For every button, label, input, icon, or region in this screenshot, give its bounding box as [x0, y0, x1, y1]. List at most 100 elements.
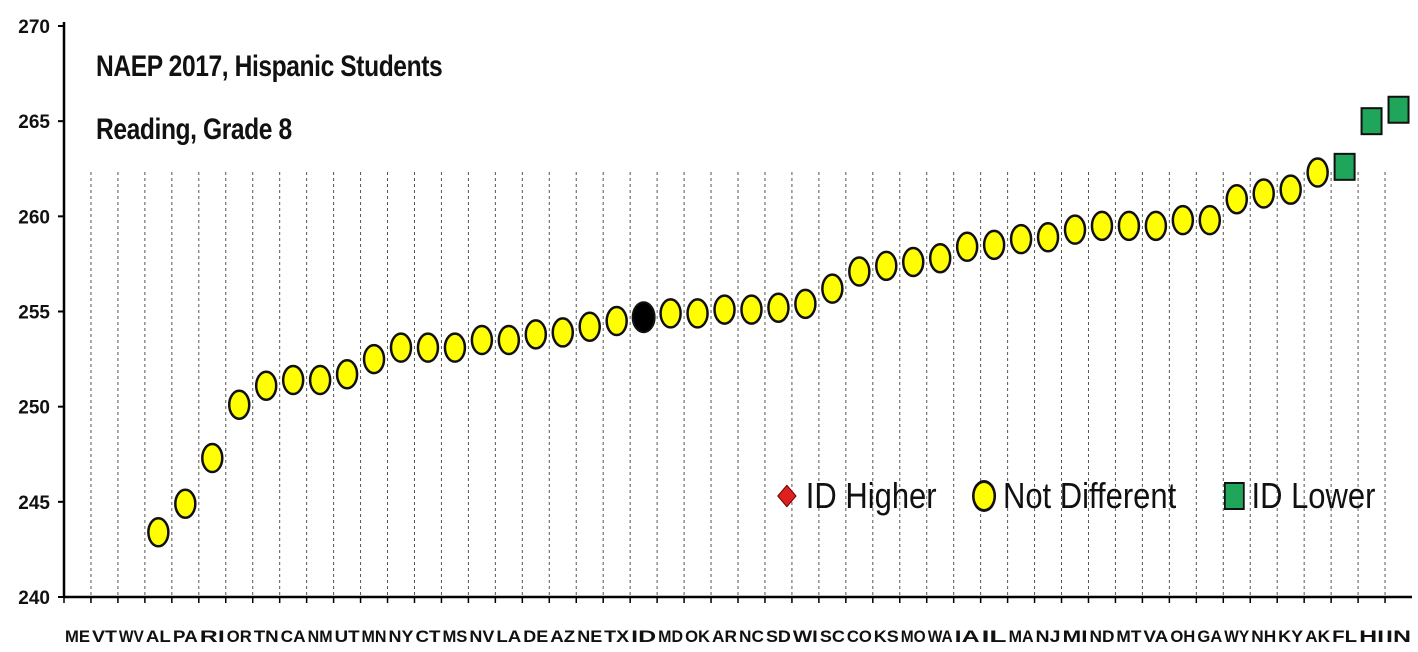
legend-item-id-lower: ID Lower [1224, 472, 1375, 520]
point-ks [875, 250, 898, 282]
axes [58, 22, 1412, 603]
point-pa [174, 488, 197, 519]
point-md [659, 298, 682, 329]
point-ri [201, 442, 224, 474]
x-tick-label: IL [982, 627, 1007, 646]
legend-label: ID Lower [1251, 475, 1376, 516]
x-tick-label: AZ [550, 627, 575, 646]
point-ct [416, 332, 440, 363]
x-tick-label: MI [1063, 627, 1088, 646]
x-tick-label: WI [793, 627, 818, 646]
x-tick-label: MS [442, 627, 467, 646]
x-tick-label: WA [928, 627, 953, 646]
point-wy [1225, 183, 1249, 215]
point-nc [740, 294, 763, 325]
point-co [848, 256, 871, 287]
point-oh [1171, 204, 1195, 236]
point-mo [901, 246, 925, 278]
y-tick-label: 240 [18, 588, 50, 609]
point-in [1387, 95, 1410, 124]
x-tick-label: PA [173, 627, 198, 646]
x-tick-label: MD [658, 627, 683, 646]
y-tick-label: 245 [18, 493, 50, 514]
point-al [147, 517, 170, 548]
x-tick-label: UT [335, 627, 361, 646]
x-tick-label: GA [1197, 627, 1222, 646]
point-il [982, 229, 1006, 261]
point-id [631, 301, 656, 334]
legend-label: ID Higher [805, 475, 937, 516]
x-tick-label: RI [200, 627, 225, 646]
point-de [524, 319, 548, 350]
x-tick-label: FL [1332, 627, 1357, 646]
x-tick-label: CT [415, 627, 441, 646]
x-tick-label: OR [227, 627, 252, 646]
x-tick-label: ME [65, 627, 90, 646]
x-tick-label: IA [955, 627, 980, 646]
point-ia [955, 231, 979, 263]
y-tick-label: 265 [18, 112, 50, 133]
y-tick-label: 270 [18, 17, 50, 38]
x-tick-labels: ME VT WV AL PA RI OR TN CA NM UT MN NY CT MS NV LA DE AZ NE… [65, 627, 1411, 646]
x-tick-label: NC [739, 627, 764, 646]
point-ak [1306, 157, 1329, 188]
x-tick-label: WY [1224, 627, 1250, 646]
point-nv [470, 324, 494, 356]
x-tick-label: NY [389, 627, 415, 646]
point-tn [254, 370, 278, 401]
x-tick-label: AK [1305, 627, 1331, 646]
x-tick-label: MA [1009, 627, 1034, 646]
point-mn [362, 343, 386, 375]
legend-label: Not Different [1002, 475, 1177, 516]
point-mt [1117, 210, 1141, 242]
x-tick-label: SC [820, 627, 845, 646]
y-tick-label: 255 [18, 303, 50, 324]
x-tick-label: TN [254, 627, 279, 646]
x-tick-label: NH [1251, 627, 1276, 646]
point-sd [767, 292, 790, 323]
x-tick-label: DE [523, 627, 548, 646]
point-ok [686, 298, 709, 329]
x-tick-label: WV [119, 627, 145, 646]
point-nm [308, 364, 332, 396]
point-nj [1036, 222, 1060, 253]
yellow-circle-icon [972, 480, 997, 512]
point-or [227, 389, 251, 421]
x-tick-label: CO [847, 627, 872, 646]
point-ga [1198, 204, 1222, 236]
green-square-icon [1224, 482, 1245, 510]
chart-title: NAEP 2017, Hispanic Students [96, 50, 443, 83]
x-tick-label: NE [577, 627, 602, 646]
x-tick-label: NM [308, 627, 333, 646]
red-diamond-icon [777, 484, 797, 508]
point-ma [1009, 223, 1033, 255]
point-nh [1252, 178, 1275, 209]
x-tick-label: CA [281, 627, 306, 646]
point-la [497, 324, 521, 356]
point-ne [578, 311, 601, 342]
point-wa [928, 242, 952, 274]
x-tick-label: KY [1278, 627, 1304, 646]
x-tick-label: VT [92, 627, 118, 646]
x-tick-label: ID [631, 627, 656, 646]
point-ut [335, 359, 359, 390]
point-ar [713, 294, 736, 325]
point-ms [443, 332, 467, 363]
x-tick-label: HI [1359, 627, 1384, 646]
x-tick-label: OK [685, 627, 711, 646]
point-hi [1360, 107, 1383, 136]
chart-subtitle: Reading, Grade 8 [96, 113, 292, 146]
x-tick-label: MN [362, 627, 387, 646]
x-tick-label: NV [469, 627, 495, 646]
point-mi [1063, 214, 1087, 245]
point-wi [794, 288, 817, 320]
x-tick-label: NJ [1036, 627, 1061, 646]
point-ny [389, 332, 413, 363]
point-tx [605, 305, 628, 337]
data-points [147, 95, 1410, 548]
grid-lines [90, 172, 1386, 597]
x-tick-label: TX [604, 627, 630, 646]
x-tick-label: MT [1116, 627, 1142, 646]
y-tick-labels: 240 245 250 255 260 265 270 [18, 17, 50, 609]
